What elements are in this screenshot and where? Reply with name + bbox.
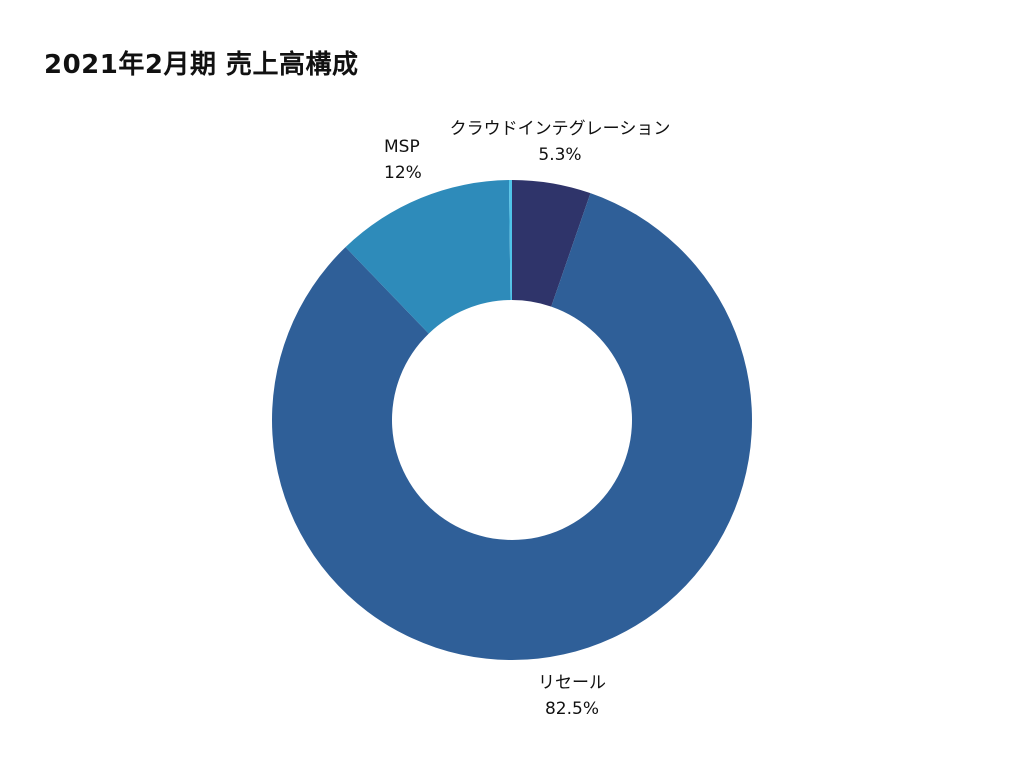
- label-resale-value: 82.5%: [544, 699, 599, 719]
- label-msp-name: MSP: [384, 137, 420, 157]
- donut-slices: [272, 180, 752, 660]
- donut-slice: [272, 193, 752, 660]
- chart-title: 2021年2月期 売上高構成: [44, 50, 359, 80]
- label-cloud-integration-name: クラウドインテグレーション: [449, 119, 671, 139]
- label-resale-name: リセール: [538, 673, 606, 693]
- label-cloud-integration-value: 5.3%: [538, 145, 582, 165]
- label-msp-value: 12%: [384, 163, 422, 183]
- label-msp: MSP 12%: [384, 134, 422, 186]
- label-cloud-integration: クラウドインテグレーション 5.3%: [450, 116, 671, 168]
- label-resale: リセール 82.5%: [538, 670, 606, 722]
- donut-slice: [345, 180, 511, 334]
- donut-slice: [512, 180, 591, 307]
- donut-slice: [508, 180, 512, 301]
